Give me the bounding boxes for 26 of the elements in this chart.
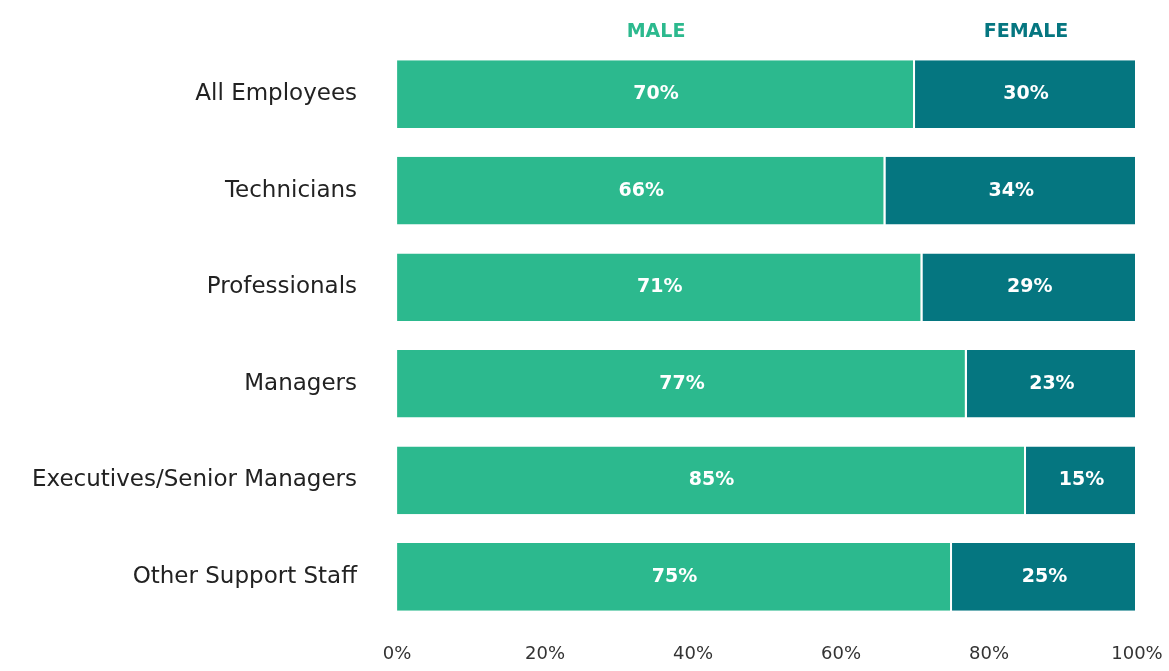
data-label: 29%	[1006, 274, 1053, 297]
data-label: 75%	[651, 563, 698, 586]
y-tick-label: Professionals	[206, 272, 358, 299]
x-tick-label: 60%	[821, 641, 862, 663]
data-label: 25%	[1021, 563, 1068, 586]
x-tick-label: 100%	[1111, 641, 1163, 663]
y-tick-label: Managers	[244, 368, 358, 395]
data-label: 23%	[1029, 370, 1075, 393]
series-label: FEMALE	[983, 18, 1069, 41]
x-tick-label: 0%	[382, 641, 412, 663]
x-tick-label: 80%	[969, 641, 1010, 663]
x-tick-label: 20%	[525, 641, 566, 663]
data-label: 34%	[988, 177, 1034, 200]
data-label: 85%	[688, 467, 735, 490]
data-label: 70%	[633, 81, 679, 104]
y-tick-label: All Employees	[195, 79, 358, 106]
series-label: MALE	[626, 18, 686, 41]
data-label: 15%	[1058, 467, 1105, 490]
y-tick-label: Executives/Senior Managers	[31, 465, 358, 492]
y-tick-label: Other Support Staff	[132, 561, 359, 588]
data-label: 71%	[637, 274, 683, 297]
x-tick-label: 40%	[673, 641, 714, 663]
data-label: 30%	[1003, 81, 1049, 104]
data-label: 66%	[618, 177, 664, 200]
y-tick-label: Technicians	[223, 175, 358, 202]
data-label: 77%	[659, 370, 705, 393]
